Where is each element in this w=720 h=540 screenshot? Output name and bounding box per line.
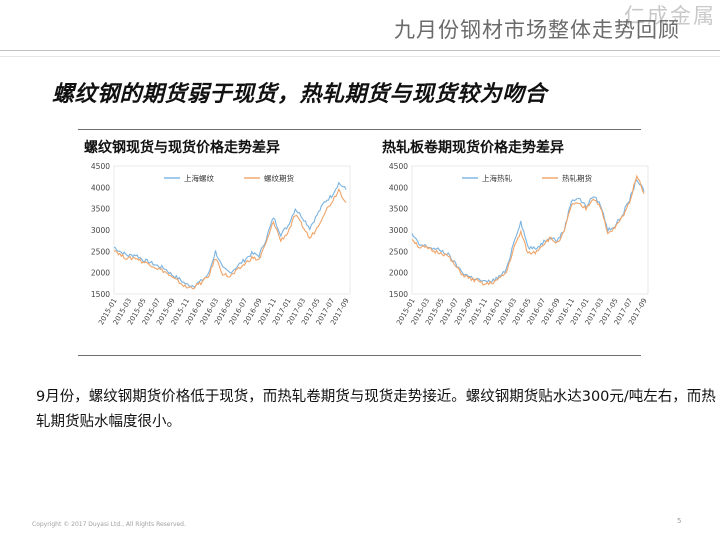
chart-1-title: 螺纹钢现货与现货价格走势差异	[84, 140, 280, 156]
y-tick-label: 2000	[389, 269, 408, 278]
body-paragraph: 9月份，螺纹钢期货价格低于现货，而热轧卷期货与现货走势接近。螺纹钢期货贴水达30…	[36, 389, 716, 430]
top-rule	[78, 129, 641, 130]
series-line-spot	[411, 179, 645, 284]
series-line-futures	[113, 187, 347, 290]
y-tick-label: 3500	[389, 205, 408, 214]
series-line-spot	[113, 181, 347, 288]
y-tick-label: 2500	[389, 247, 408, 256]
chart-2-title: 热轧板卷期现货价格走势差异	[382, 140, 564, 156]
main-heading: 螺纹钢的期货弱于现货，热轧期货与现货较为吻合	[52, 82, 548, 107]
watermark-text: 仁成金属	[624, 4, 716, 28]
chart-2-hot-rolled: 45004000350030002500200015002015-012015-…	[389, 162, 649, 326]
y-tick-label: 4500	[91, 162, 110, 171]
y-tick-label: 1500	[389, 290, 408, 299]
plot-frame	[113, 165, 351, 295]
y-tick-label: 3000	[389, 226, 408, 235]
y-tick-label: 3500	[91, 205, 110, 214]
footer-copyright: Copyright © 2017 Duyasi Ltd., All Rights…	[32, 521, 186, 528]
chart-1-rebar: 45004000350030002500200015002015-012015-…	[91, 162, 351, 326]
header-divider-light	[0, 56, 720, 57]
plot-frame	[411, 165, 649, 295]
y-tick-label: 4000	[91, 183, 110, 192]
y-tick-label: 4000	[389, 183, 408, 192]
bottom-rule	[78, 355, 641, 356]
legend-label: 上海热轧	[482, 173, 512, 183]
y-tick-label: 1500	[91, 290, 110, 299]
legend-label: 热轧期货	[562, 173, 592, 183]
legend-label: 上海螺纹	[184, 173, 214, 183]
y-tick-label: 2500	[91, 247, 110, 256]
header-divider	[0, 50, 720, 51]
slide-header-title: 九月份钢材市场整体走势回顾	[394, 18, 680, 42]
series-line-futures	[411, 174, 645, 286]
y-tick-label: 4500	[389, 162, 408, 171]
page-number: 5	[677, 517, 682, 525]
y-tick-label: 3000	[91, 226, 110, 235]
y-tick-label: 2000	[91, 269, 110, 278]
legend-label: 螺纹期货	[264, 173, 294, 183]
